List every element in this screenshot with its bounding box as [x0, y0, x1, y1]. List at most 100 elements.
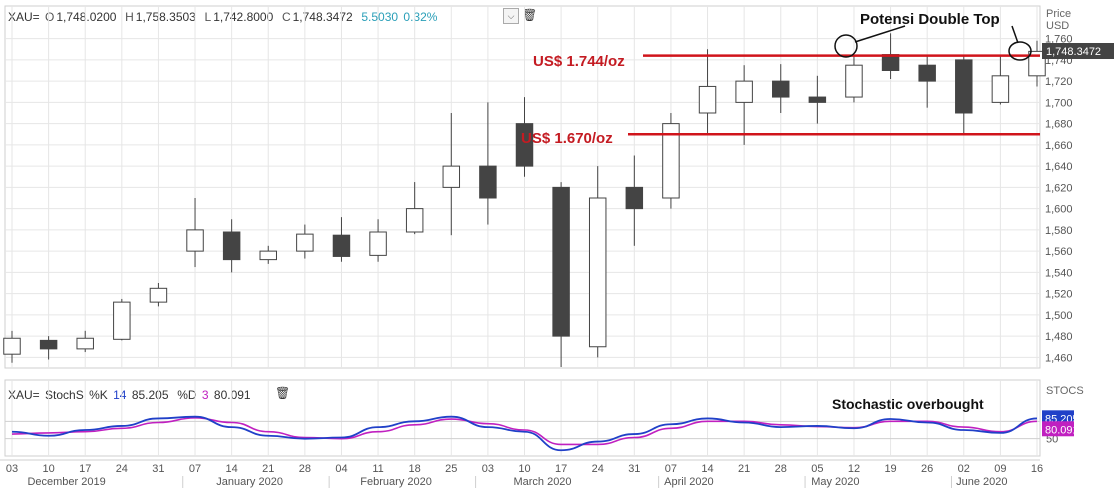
price-tick-label: 1,580 — [1045, 225, 1073, 237]
price-tick-label: 1,460 — [1045, 352, 1073, 364]
low-value: 1,742.8000 — [213, 10, 274, 24]
candle-body — [186, 229, 204, 252]
candle-body — [113, 301, 131, 340]
d-tag-bg — [1042, 421, 1074, 437]
candle-body — [442, 165, 461, 188]
price-tick-label: 1,760 — [1045, 34, 1073, 46]
x-month-label: June 2020 — [956, 476, 1007, 488]
candle-body — [332, 234, 351, 257]
last-price-tag: 1,748.3472 — [1046, 46, 1101, 58]
candle-body — [222, 231, 241, 261]
support-label: US$ 1.670/oz — [521, 130, 613, 147]
pointer-line-2 — [1011, 25, 1019, 44]
price-tick-label: 1,720 — [1045, 76, 1073, 88]
candle-body — [515, 123, 534, 167]
candle-body — [662, 123, 680, 199]
x-day-tick: 02 — [958, 463, 970, 475]
candle-body — [369, 231, 387, 256]
candle-body — [625, 186, 644, 210]
x-day-tick: 03 — [6, 463, 18, 475]
d-value: 80.091 — [213, 388, 251, 402]
candle-body — [698, 85, 717, 114]
price-tick-label: 1,700 — [1045, 97, 1073, 109]
chevron-down-icon[interactable]: ⌵ — [503, 8, 519, 24]
candle-body — [808, 96, 827, 103]
x-day-tick: 19 — [884, 463, 896, 475]
x-day-tick: 28 — [299, 463, 311, 475]
x-month-label: March 2020 — [513, 476, 571, 488]
resistance-label: US$ 1.744/oz — [533, 53, 625, 70]
x-day-tick: 17 — [79, 463, 91, 475]
x-month-label: January 2020 — [216, 476, 283, 488]
price-axis-title: Price USD — [1046, 8, 1072, 32]
candle-body — [3, 337, 21, 355]
price-tick-label: 1,640 — [1045, 161, 1073, 173]
trash-icon[interactable]: 🗑 — [522, 8, 538, 22]
price-tick-label: 1,540 — [1045, 267, 1073, 279]
last-price-tag-bg — [1042, 43, 1114, 60]
double-top-label: Potensi Double Top — [860, 11, 1000, 28]
x-day-tick: 26 — [921, 463, 933, 475]
stoch-axis-title: STOCS — [1046, 385, 1084, 397]
candle-body — [735, 80, 753, 103]
x-day-tick: 03 — [482, 463, 494, 475]
candle-body — [588, 197, 607, 348]
candle-body — [881, 54, 900, 71]
price-tick-label: 1,620 — [1045, 182, 1073, 194]
x-day-tick: 18 — [409, 463, 421, 475]
price-tick-label: 1,680 — [1045, 119, 1073, 131]
x-day-tick: 05 — [811, 463, 823, 475]
x-month-label: May 2020 — [811, 476, 859, 488]
candle-body — [39, 339, 58, 350]
candle-body — [149, 287, 168, 303]
stoch-plot-frame — [4, 379, 1041, 457]
x-day-tick: 21 — [262, 463, 274, 475]
pointer-line-1 — [854, 25, 906, 43]
high-value: 1,758.3503 — [135, 10, 196, 24]
candle-body — [405, 208, 424, 233]
change-pct: 0.32% — [403, 10, 438, 24]
x-day-tick: 21 — [738, 463, 750, 475]
candle-body — [1028, 50, 1046, 77]
x-day-tick: 11 — [372, 463, 383, 475]
x-day-tick: 17 — [555, 463, 567, 475]
x-day-tick: 09 — [994, 463, 1006, 475]
x-day-tick: 14 — [226, 463, 238, 475]
x-day-tick: 28 — [775, 463, 787, 475]
x-day-tick: 10 — [42, 463, 54, 475]
x-day-tick: 25 — [445, 463, 457, 475]
price-tick-label: 1,560 — [1045, 246, 1073, 258]
stoch-k-line — [11, 415, 1038, 452]
x-day-tick: 07 — [189, 463, 201, 475]
price-tick-label: 1,600 — [1045, 204, 1073, 216]
open-value: 1,748.0200 — [56, 10, 117, 24]
stoch-tick-label: 50 — [1046, 434, 1058, 446]
x-month-label: December 2019 — [27, 476, 105, 488]
x-day-tick: 24 — [116, 463, 128, 475]
candle-body — [991, 75, 1010, 103]
x-day-tick: 31 — [152, 463, 164, 475]
x-day-tick: 12 — [848, 463, 860, 475]
trash-icon[interactable]: 🗑 — [275, 386, 291, 400]
price-tick-label: 1,500 — [1045, 310, 1073, 322]
candle-body — [955, 59, 973, 114]
price-tick-label: 1,480 — [1045, 331, 1073, 343]
x-day-tick: 10 — [518, 463, 530, 475]
d-tag: 80.091 — [1045, 424, 1079, 436]
close-value: 1,748.3472 — [292, 10, 353, 24]
change-value: 5.5030 — [361, 10, 399, 24]
x-day-tick: 04 — [335, 463, 347, 475]
candle-body — [552, 186, 570, 337]
x-month-label: April 2020 — [664, 476, 714, 488]
x-day-tick: 24 — [592, 463, 604, 475]
x-day-tick: 31 — [628, 463, 640, 475]
symbol: XAU= — [8, 10, 40, 24]
stochastic-label: Stochastic overbought — [832, 396, 984, 412]
candle-body — [259, 250, 277, 261]
candle-body — [772, 80, 790, 98]
price-header: XAU= O 1,748.0200 H 1,758.3503 L 1,742.8000… — [8, 10, 438, 24]
price-tick-label: 1,520 — [1045, 289, 1073, 301]
x-day-tick: 07 — [665, 463, 677, 475]
candle-body — [296, 233, 314, 252]
